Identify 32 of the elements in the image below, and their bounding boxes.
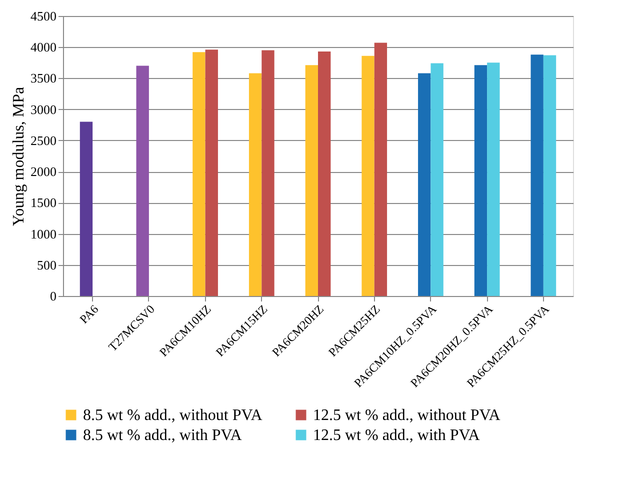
- y-axis-title: Young modulus, MPa: [10, 86, 28, 226]
- legend-label: 12.5 wt % add., with PVA: [313, 427, 480, 444]
- bar: [136, 66, 149, 296]
- bar: [474, 65, 488, 296]
- y-tick-label: 4000: [30, 40, 56, 55]
- y-tick-label: 3500: [30, 70, 56, 86]
- bar: [318, 51, 331, 296]
- bar: [543, 55, 556, 296]
- bar: [248, 73, 262, 296]
- bar: [487, 62, 500, 296]
- legend-label: 8.5 wt % add., with PVA: [83, 427, 242, 444]
- bar: [305, 65, 318, 296]
- y-tick-label: 3000: [30, 102, 56, 117]
- bar: [430, 63, 444, 296]
- bar: [192, 52, 206, 296]
- y-tick-label: 1500: [30, 195, 56, 210]
- y-tick-label: 500: [37, 257, 56, 272]
- bar: [205, 50, 218, 296]
- bar: [262, 50, 274, 296]
- bar: [530, 54, 544, 296]
- bar: [418, 73, 431, 296]
- y-tick-label: 2500: [30, 132, 56, 148]
- y-tick-label: 2000: [30, 164, 56, 180]
- y-tick-label: 4500: [30, 8, 56, 24]
- bar: [80, 122, 93, 296]
- bar: [374, 42, 388, 296]
- bar: [362, 56, 374, 296]
- y-tick-label: 1000: [30, 226, 56, 242]
- legend-label: 12.5 wt % add., without PVA: [313, 407, 501, 424]
- x-tick-label: PA6: [76, 302, 102, 326]
- legend-label: 8.5 wt % add., without PVA: [83, 407, 263, 424]
- y-tick-label: 0: [50, 288, 56, 304]
